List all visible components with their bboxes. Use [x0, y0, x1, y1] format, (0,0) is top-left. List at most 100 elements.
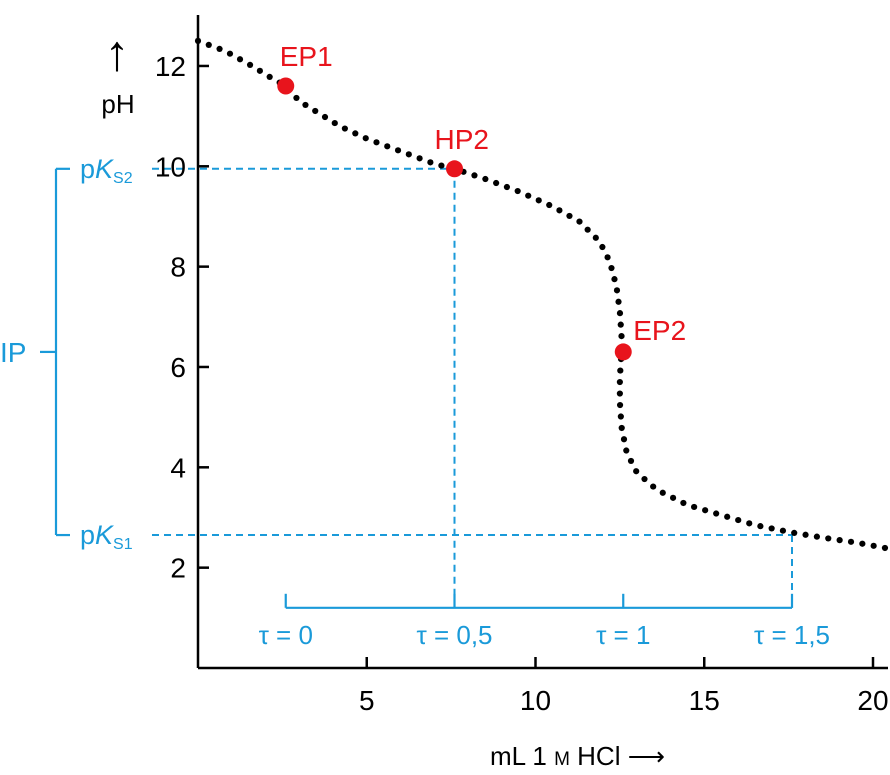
curve-dot — [617, 413, 624, 420]
curve-dot — [438, 162, 445, 169]
curve-dot — [768, 525, 775, 532]
curve-dot — [669, 494, 677, 501]
axes — [196, 15, 888, 670]
curve-dot — [216, 45, 223, 52]
ip-label: IP — [0, 337, 26, 368]
curve-dot — [802, 531, 809, 538]
curve-dot — [691, 503, 698, 511]
curve-dot — [627, 457, 635, 465]
curve-dot — [724, 513, 731, 520]
y-ticks: 2 4 6 8 10 12 — [155, 51, 209, 584]
curve-dot — [205, 41, 212, 48]
curve-dot — [576, 218, 583, 225]
curve-dot — [416, 155, 423, 162]
curve-dot — [615, 298, 622, 305]
curve-dot — [226, 50, 234, 57]
curve-dot — [566, 212, 573, 220]
curve-dot — [847, 538, 855, 545]
curve-dot — [525, 192, 532, 199]
curve-dot — [471, 172, 478, 179]
curve-dot — [791, 529, 798, 537]
curve-dot — [757, 523, 764, 530]
point-label-ep1: EP1 — [280, 41, 333, 72]
curve-dot — [503, 183, 511, 191]
pk-symbol: K — [95, 154, 114, 184]
curve-dot — [608, 264, 615, 272]
curve-dot — [556, 207, 563, 214]
curve-dot — [702, 507, 709, 514]
curve-dot — [362, 135, 369, 142]
curve-dot — [870, 542, 877, 549]
curve-dot — [680, 499, 687, 507]
curve-dot — [659, 489, 666, 496]
point-ep1 — [277, 77, 295, 95]
curve-dot — [341, 125, 348, 132]
curve-dot — [779, 527, 787, 534]
y-tick-label: 4 — [170, 452, 186, 483]
curve-dot — [836, 537, 843, 544]
y-axis-arrow-icon: ↑ — [105, 25, 130, 81]
curve-dot — [394, 147, 402, 154]
curve-dot — [618, 424, 625, 432]
curve-dot — [514, 187, 521, 195]
x-label-arrow-icon: ⟶ — [628, 741, 665, 771]
curve-dot — [623, 447, 630, 454]
curve-dot — [633, 468, 640, 475]
y-tick-label: 2 — [170, 553, 186, 584]
curve-dot — [617, 321, 624, 328]
y-tick-label: 10 — [155, 151, 186, 182]
curve-dot — [713, 510, 720, 517]
curve-dot — [604, 254, 611, 261]
x-axis-label: mL 1 M HCl ⟶ — [490, 741, 665, 771]
curve-dot — [194, 37, 202, 44]
y-axis-label: pH — [101, 89, 134, 119]
pk-label-s2: pKS2 — [80, 154, 133, 187]
curve-dot — [293, 94, 300, 102]
point-label-ep2: EP2 — [633, 315, 686, 346]
curve-dot — [825, 535, 832, 542]
pk-symbol: K — [95, 520, 114, 550]
curve-dot — [321, 113, 329, 121]
curve-dot — [641, 475, 648, 483]
curve-dot — [373, 139, 380, 146]
curve-dot — [246, 61, 254, 68]
tau-scale: τ = 0 τ = 0,5 τ = 1 τ = 1,5 — [259, 593, 830, 650]
curve-dot — [616, 390, 623, 397]
x-tick-label: 20 — [857, 685, 888, 716]
y-tick-label: 8 — [170, 252, 186, 283]
x-tick-label: 5 — [359, 685, 375, 716]
pk-subscript: S2 — [113, 170, 133, 187]
curve-dot — [881, 544, 889, 552]
point-label-hp2: HP2 — [435, 124, 489, 155]
x-tick-label: 15 — [689, 685, 720, 716]
curve-dot — [813, 533, 821, 540]
curve-dot — [352, 130, 359, 137]
curve-dot — [384, 143, 391, 150]
point-ep2 — [614, 343, 632, 361]
curve-dot — [236, 56, 244, 63]
curve-dot — [620, 436, 628, 443]
curve-dot — [616, 310, 624, 317]
curve-dot — [256, 67, 263, 74]
y-tick-label: 12 — [155, 51, 186, 82]
curve-dot — [611, 276, 618, 283]
curve-dot — [735, 516, 742, 524]
tau-label: τ = 1 — [596, 620, 650, 650]
curve-dot — [592, 234, 599, 241]
pk-label-s1: pKS1 — [80, 520, 133, 553]
guide-lines: IP — [0, 167, 793, 608]
curve-dot — [584, 226, 591, 233]
curve-dot — [616, 401, 624, 409]
curve-dot — [650, 483, 657, 490]
tau-label: τ = 0,5 — [416, 620, 492, 650]
curve-dot — [546, 201, 553, 209]
curve-dot — [613, 287, 621, 294]
curve-dot — [482, 175, 489, 183]
curve-dot — [746, 520, 753, 527]
curve-dot — [266, 73, 273, 81]
pk-prefix: p — [80, 520, 95, 550]
curve-dot — [618, 333, 625, 340]
curve-dot — [616, 378, 623, 386]
